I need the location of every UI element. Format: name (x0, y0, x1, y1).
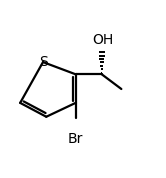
Text: Br: Br (68, 132, 83, 146)
Text: S: S (39, 55, 47, 69)
Text: OH: OH (92, 33, 113, 47)
